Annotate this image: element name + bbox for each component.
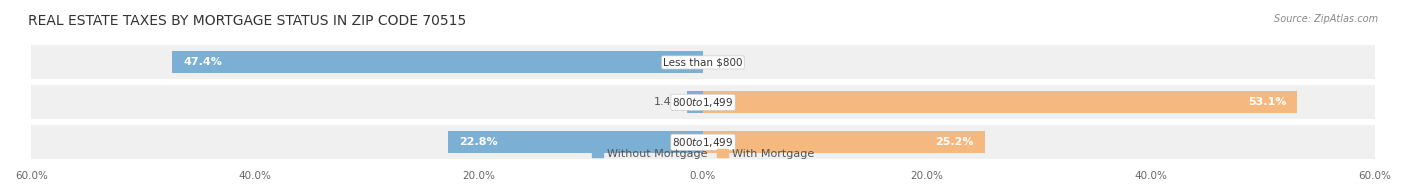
Bar [173, 52, 703, 74]
Bar [703, 91, 1298, 113]
Text: 1.4%: 1.4% [654, 97, 682, 107]
Text: 22.8%: 22.8% [458, 137, 498, 147]
Text: 25.2%: 25.2% [935, 137, 974, 147]
Legend: Without Mortgage, With Mortgage: Without Mortgage, With Mortgage [588, 144, 818, 163]
Text: 0.0%: 0.0% [709, 57, 737, 67]
Bar [688, 91, 703, 113]
Text: REAL ESTATE TAXES BY MORTGAGE STATUS IN ZIP CODE 70515: REAL ESTATE TAXES BY MORTGAGE STATUS IN … [28, 14, 467, 28]
Bar [703, 131, 986, 153]
Text: $800 to $1,499: $800 to $1,499 [672, 136, 734, 149]
Bar [31, 85, 1375, 119]
Text: $800 to $1,499: $800 to $1,499 [672, 96, 734, 109]
Text: 53.1%: 53.1% [1247, 97, 1286, 107]
Text: Source: ZipAtlas.com: Source: ZipAtlas.com [1274, 14, 1378, 24]
Bar [31, 45, 1375, 79]
Bar [31, 125, 1375, 159]
Text: Less than $800: Less than $800 [664, 57, 742, 67]
Bar [447, 131, 703, 153]
Text: 47.4%: 47.4% [184, 57, 222, 67]
